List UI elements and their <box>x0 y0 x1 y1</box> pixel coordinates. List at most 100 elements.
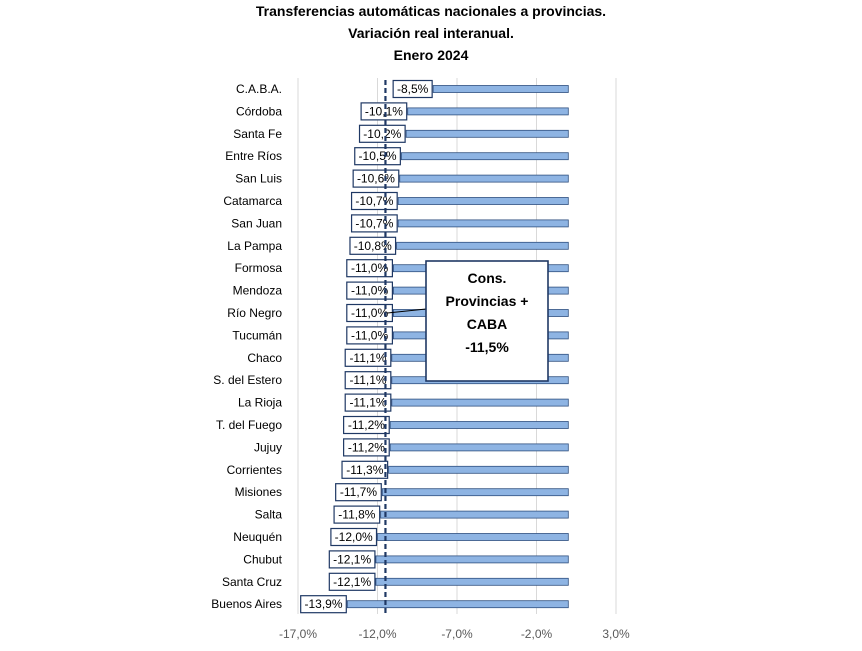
bar-5 <box>397 197 569 205</box>
data-label-box <box>330 527 378 547</box>
bar-18 <box>381 488 569 497</box>
data-label-box <box>352 169 400 188</box>
data-label: -10,6% <box>357 172 395 186</box>
x-tick-label: -7,0% <box>441 627 473 641</box>
category-label: Mendoza <box>233 284 283 298</box>
category-label: San Juan <box>231 216 282 230</box>
annotation-line-2: CABA <box>467 316 507 332</box>
data-label: -11,1% <box>349 373 386 387</box>
data-label: -11,7% <box>340 485 377 499</box>
bar-1 <box>407 107 569 116</box>
data-label: -10,8% <box>354 239 392 253</box>
data-label: -11,0% <box>351 261 388 275</box>
data-label-box <box>358 124 406 143</box>
category-label: S. del Estero <box>213 373 282 387</box>
data-label: -11,3% <box>346 463 383 477</box>
data-label-box <box>335 483 382 502</box>
bar-14 <box>391 398 569 407</box>
data-label-box <box>343 415 390 435</box>
data-label: -11,0% <box>351 328 388 342</box>
chart-titles: Transferencias automáticas nacionales a … <box>0 0 862 66</box>
data-label-box <box>346 259 393 278</box>
bar-7 <box>396 241 569 250</box>
annotation-line-0: Cons. <box>468 270 507 286</box>
x-tick-label: -17,0% <box>279 627 317 641</box>
chart-title: Transferencias automáticas nacionales a … <box>255 3 607 19</box>
data-label-box <box>360 102 408 121</box>
data-label: -8,5% <box>397 82 429 96</box>
data-label: -12,1% <box>333 552 371 566</box>
category-label: La Pampa <box>227 239 282 253</box>
data-label-box <box>349 236 397 255</box>
data-label: -11,8% <box>338 508 375 522</box>
annotation-leader <box>387 308 427 314</box>
x-tick-label: -12,0% <box>358 627 396 641</box>
data-label: -11,0% <box>351 284 388 298</box>
category-label: Buenos Aires <box>211 597 282 611</box>
data-label-box <box>346 281 393 300</box>
data-label: -11,2% <box>348 440 385 454</box>
category-label: Corrientes <box>227 463 282 477</box>
bar-2 <box>405 129 569 138</box>
annotation-line-3: -11,5% <box>465 339 509 355</box>
category-label: Jujuy <box>254 440 282 454</box>
category-label: Salta <box>255 508 283 522</box>
annotation-line-1: Provincias + <box>446 293 529 309</box>
data-label-box <box>346 326 393 345</box>
category-label: Chaco <box>247 351 282 365</box>
data-label-box <box>354 147 401 166</box>
category-label: Catamarca <box>223 194 282 208</box>
bar-4 <box>399 174 569 183</box>
bar-16 <box>389 443 569 452</box>
bar-21 <box>375 555 569 564</box>
annotation-box <box>425 260 549 382</box>
data-label: -12,1% <box>333 575 371 589</box>
data-label-box <box>346 303 393 323</box>
bar-6 <box>397 219 569 228</box>
category-label: Chubut <box>243 552 282 566</box>
category-label: Río Negro <box>227 306 282 320</box>
chart-subtitle: Variación real interanual. <box>348 25 514 41</box>
bar-0 <box>432 85 569 93</box>
data-label: -13,9% <box>304 597 342 611</box>
data-label: -11,0% <box>351 306 388 320</box>
bar-17 <box>388 465 569 474</box>
bar-15 <box>389 421 569 429</box>
data-label: -11,2% <box>348 418 385 432</box>
data-label-box <box>344 348 392 367</box>
data-label: -11,1% <box>349 396 386 410</box>
data-label-box <box>392 79 433 99</box>
category-label: T. del Fuego <box>216 418 282 432</box>
data-label-box <box>341 460 389 479</box>
category-label: C.A.B.A. <box>236 82 282 96</box>
data-label: -11,1% <box>349 351 386 365</box>
category-label: Tucumán <box>232 328 282 342</box>
bar-23 <box>346 600 569 609</box>
x-tick-label: -2,0% <box>521 627 553 641</box>
data-label: -12,0% <box>335 530 373 544</box>
data-label-box <box>328 550 376 569</box>
bar-3 <box>400 152 569 161</box>
category-label: Misiones <box>235 485 282 499</box>
data-label-box <box>333 505 381 524</box>
category-label: Córdoba <box>236 104 282 118</box>
bar-19 <box>380 510 569 519</box>
category-label: Santa Cruz <box>222 575 282 589</box>
chart-period: Enero 2024 <box>393 47 469 63</box>
category-label: Formosa <box>235 261 283 275</box>
data-label-box <box>328 572 376 591</box>
data-label: -10,7% <box>355 216 393 230</box>
data-label: -10,5% <box>359 149 397 163</box>
data-label: -10,2% <box>363 127 401 141</box>
category-label: Entre Ríos <box>225 149 282 163</box>
data-label-box <box>344 371 392 390</box>
category-label: Santa Fe <box>233 127 282 141</box>
data-label-box <box>343 438 390 457</box>
bar-22 <box>375 577 569 586</box>
bar-20 <box>377 533 569 541</box>
data-label: -10,7% <box>355 194 393 208</box>
x-tick-label: 3,0% <box>602 627 630 641</box>
category-label: Neuquén <box>233 530 282 544</box>
category-label: San Luis <box>235 172 282 186</box>
